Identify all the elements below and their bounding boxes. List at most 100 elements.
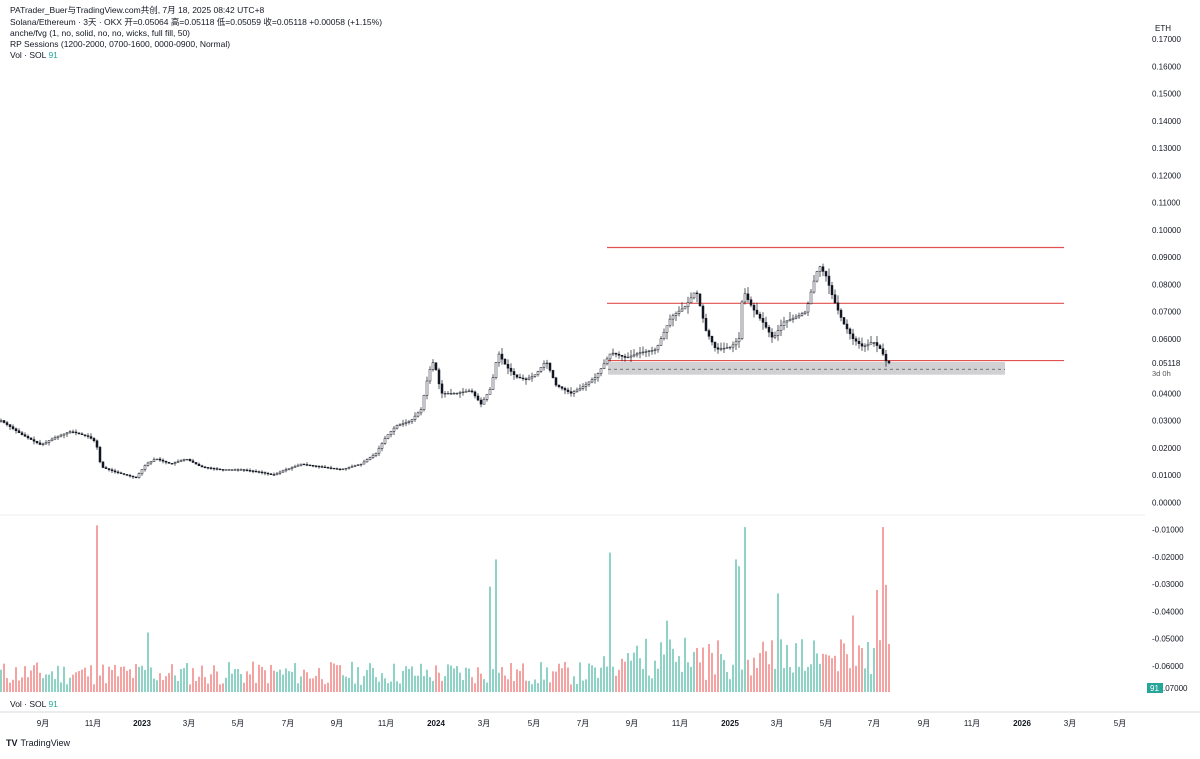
candle-body (455, 392, 459, 395)
volume-bar (396, 681, 398, 692)
candle-body (296, 464, 300, 467)
candle-body (173, 462, 177, 464)
volume-bar (411, 666, 413, 692)
x-tick-label: 7月 (577, 719, 589, 728)
volume-bar (528, 680, 530, 692)
candle-body (842, 317, 846, 325)
volume-bar (801, 639, 803, 692)
volume-bar (624, 661, 626, 692)
volume-indicator[interactable]: Vol · SOL 91 (10, 50, 382, 60)
candle-body (641, 351, 645, 354)
candle-body (278, 471, 282, 474)
indicator-sessions[interactable]: RP Sessions (1200-2000, 0700-1600, 0000-… (10, 39, 231, 49)
volume-bar (783, 668, 785, 692)
candle-body (95, 440, 99, 448)
volume-bar (777, 593, 779, 692)
candle-body (470, 390, 474, 393)
volume-bar (579, 662, 581, 692)
x-tick-label: 11月 (964, 719, 980, 728)
candle-body (656, 345, 660, 351)
candle-body (440, 383, 444, 394)
volume-bar (270, 664, 272, 692)
candle-body (773, 335, 777, 338)
candle-body (134, 476, 138, 478)
volume-bar (825, 654, 827, 692)
volume-bar (489, 586, 491, 692)
volume-bar (543, 679, 545, 692)
candle-body (80, 433, 84, 435)
volume-bar (279, 669, 281, 692)
volume-bar (756, 668, 758, 692)
volume-bar (447, 664, 449, 692)
volume-bar (519, 670, 521, 692)
y-tick-label: 0.06000 (1152, 335, 1181, 344)
currency-label: ETH (1155, 24, 1171, 33)
volume-bar (846, 654, 848, 692)
candle-body (860, 343, 864, 347)
volume-bar (342, 675, 344, 692)
candle-body (794, 316, 798, 319)
volume-bar (651, 678, 653, 692)
y-tick-label: -0.01000 (1152, 526, 1184, 535)
volume-bar (312, 678, 314, 692)
volume-bar (840, 639, 842, 692)
volume-bar (621, 658, 623, 692)
volume-bar (390, 681, 392, 692)
volume-bar (429, 677, 431, 692)
volume-bar (177, 680, 179, 692)
candle-body (287, 468, 291, 470)
candle-body (83, 434, 87, 436)
candle-body (323, 466, 327, 469)
volume-pane-label[interactable]: Vol · SOL 91 (10, 699, 58, 709)
candle-body (416, 412, 420, 417)
volume-bar (330, 662, 332, 692)
volume-bar (450, 665, 452, 692)
volume-bar (813, 640, 815, 692)
volume-bar (198, 676, 200, 692)
y-tick-label: 0.07000 (1152, 308, 1181, 317)
volume-bar (417, 675, 419, 692)
candle-body (101, 461, 105, 468)
candle-body (29, 437, 33, 440)
volume-bar (531, 684, 533, 692)
volume-bar (789, 667, 791, 692)
candle-body (722, 347, 726, 350)
tradingview-logo[interactable]: TV TradingView (6, 738, 70, 748)
candle-body (743, 293, 747, 303)
candle-body (326, 467, 330, 469)
candle-body (338, 468, 342, 471)
candle-body (443, 393, 447, 395)
candle-body (854, 338, 858, 342)
indicator-fvg[interactable]: anche/fvg (1, no, solid, no, no, wicks, … (10, 28, 191, 38)
candle-body (662, 331, 666, 339)
volume-bar (318, 668, 320, 692)
candle-body (749, 299, 753, 306)
candle-body (275, 473, 279, 475)
candle-body (320, 466, 324, 468)
volume-bar (222, 683, 224, 692)
candle-body (431, 362, 435, 370)
candle-body (224, 469, 228, 471)
x-tick-label: 11月 (672, 719, 688, 728)
candle-body (206, 467, 210, 469)
candle-body (482, 398, 486, 405)
volume-bar (75, 672, 77, 692)
candle-body (710, 336, 714, 343)
volume-bar (165, 676, 167, 692)
volume-bar (849, 668, 851, 692)
candle-body (863, 345, 867, 347)
volume-bar (189, 684, 191, 692)
volume-pane-value: 91 (48, 699, 58, 709)
volume-bar (732, 664, 734, 692)
candle-body (233, 469, 237, 471)
volume-bar (348, 677, 350, 692)
volume-bar (255, 682, 257, 692)
volume-bar (6, 678, 8, 692)
candle-body (566, 389, 570, 392)
symbol-line[interactable]: Solana/Ethereum · 3天 · OKX 开=0.05064 高=0… (10, 17, 383, 27)
candle-body (620, 355, 624, 357)
candle-body (650, 350, 654, 352)
volume-bar (135, 664, 137, 692)
candle-body (866, 343, 870, 347)
